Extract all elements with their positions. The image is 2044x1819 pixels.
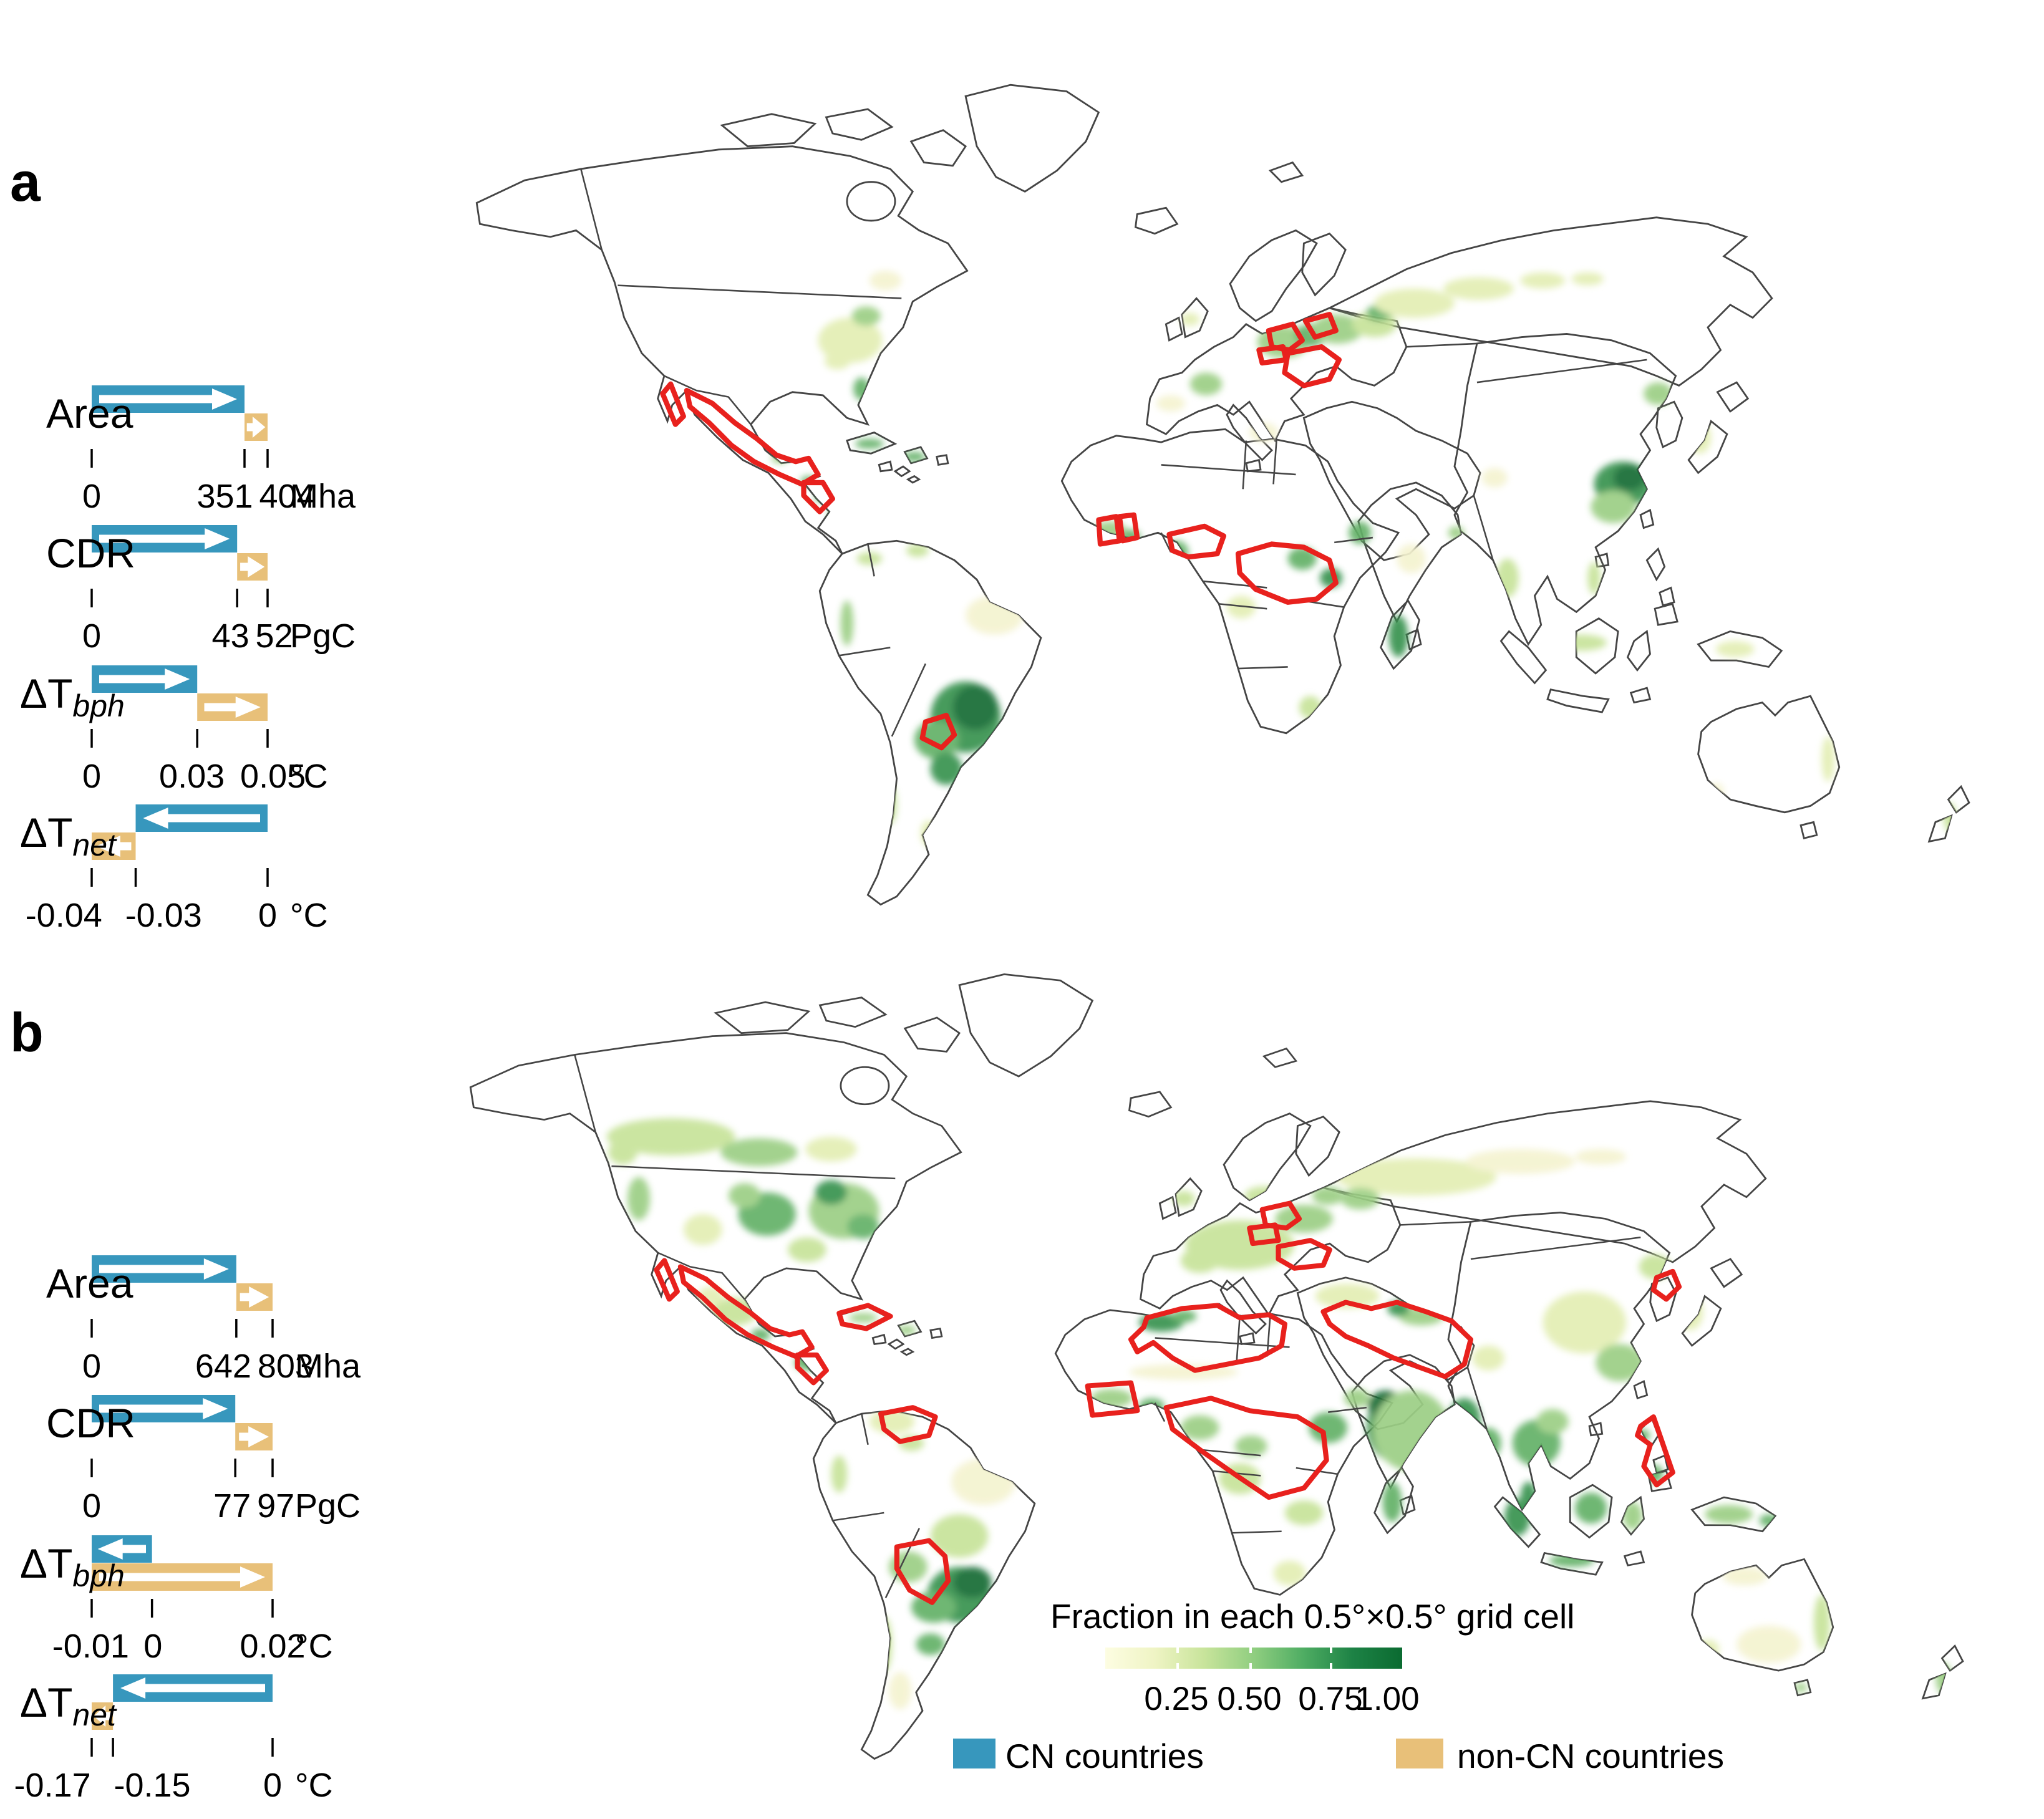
row-label: Area (46, 1260, 133, 1306)
tick-label: 351 (196, 478, 253, 515)
tick-label: 642 (195, 1348, 251, 1385)
cn-bar-arrow (99, 668, 190, 690)
hudson-bay (840, 1066, 890, 1106)
non-cn-bar-arrow (96, 836, 132, 857)
axis-unit: PgC (290, 617, 356, 655)
non-cn-countries-swatch (1396, 1739, 1443, 1768)
tick-label: 52 (256, 617, 293, 655)
non-cn-countries-label: non-CN countries (1457, 1737, 1724, 1775)
cn-bar-arrow (99, 1398, 228, 1419)
tick-label: -0.03 (125, 897, 202, 934)
colorbar-tick-100: 1.00 (1355, 1681, 1420, 1717)
row-label: ΔTbph (20, 670, 125, 723)
tick-label: 97 (257, 1487, 294, 1525)
world-map-panel-b (469, 973, 1964, 1760)
tick-label: 0.02 (240, 1628, 305, 1665)
non-cn-bar-arrow (99, 1566, 265, 1588)
axis-unit: Mha (295, 1348, 361, 1385)
highlighted-country-outlines (654, 1200, 1682, 1605)
tick-label: -0.17 (14, 1767, 91, 1804)
row-label: ΔTbph (20, 1540, 125, 1593)
colorbar-tick-050: 0.50 (1217, 1681, 1282, 1717)
tick-label: 0 (82, 478, 101, 515)
axis-unit: °C (290, 897, 328, 934)
non-cn-bar-arrow (204, 697, 261, 718)
cn-bar-arrow (97, 1538, 146, 1560)
hudson-bay (846, 181, 896, 222)
world-map-panel-a (475, 84, 1970, 906)
panel-b-label: b (10, 1001, 44, 1063)
tick-label: 77 (213, 1487, 251, 1525)
axis-unit: °C (290, 758, 328, 795)
cn-countries-label: CN countries (1005, 1737, 1204, 1775)
tick-label: 803 (258, 1348, 314, 1385)
non-cn-bar-arrow (240, 1286, 269, 1308)
non-cn-bar-arrow (246, 417, 266, 438)
tick-label: 0.03 (159, 758, 225, 795)
row-label: CDR (46, 1400, 135, 1446)
panel-a-label: a (10, 151, 41, 213)
non-cn-bar-arrow (240, 556, 265, 577)
map-legend: Fraction in each 0.5°×0.5° grid cell 0.2… (936, 1590, 1996, 1796)
cn-bar-arrow (99, 528, 230, 549)
tick-label: 0.05 (240, 758, 306, 795)
tick-label: -0.15 (114, 1767, 191, 1804)
tick-label: 0 (82, 758, 101, 795)
tick-label: 404 (259, 478, 315, 515)
colorbar-tick-075: 0.75 (1298, 1681, 1363, 1717)
cn-bar-arrow (99, 1258, 229, 1280)
cn-bar-arrow (143, 808, 260, 829)
non-cn-bar-arrow (239, 1426, 269, 1447)
colorbar (1105, 1648, 1402, 1669)
cn-countries-swatch (953, 1739, 995, 1768)
tick-label: 0 (82, 1487, 101, 1525)
axis-unit: °C (295, 1767, 333, 1804)
tick-label: 43 (212, 617, 249, 655)
tick-label: 0 (82, 617, 101, 655)
axis-unit: PgC (295, 1487, 361, 1525)
tick-label: -0.04 (26, 897, 102, 934)
colorbar-tick-025: 0.25 (1144, 1681, 1209, 1717)
row-label: ΔTnet (20, 809, 117, 862)
row-label: ΔTnet (20, 1679, 117, 1732)
tick-label: 0 (82, 1348, 101, 1385)
axis-unit: Mha (290, 478, 356, 515)
cn-bar-arrow (99, 388, 238, 410)
afforestation-fraction-layer (606, 1118, 1952, 1710)
non-cn-bar-arrow (94, 1706, 111, 1727)
tick-label: -0.01 (52, 1628, 129, 1665)
tick-label: 0 (258, 897, 277, 934)
tick-label: 0 (263, 1767, 282, 1804)
landmass (475, 84, 1970, 906)
highlighted-country-outlines (660, 312, 1342, 751)
tick-label: 0 (143, 1628, 162, 1665)
cn-bar-arrow (120, 1677, 265, 1699)
colorbar-title: Fraction in each 0.5°×0.5° grid cell (1050, 1597, 1575, 1636)
axis-unit: °C (295, 1628, 333, 1665)
row-label: CDR (46, 530, 135, 576)
row-label: Area (46, 390, 133, 437)
